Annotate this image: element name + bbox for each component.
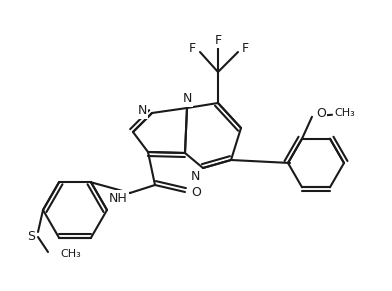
Text: O: O	[191, 185, 201, 198]
Text: CH₃: CH₃	[334, 108, 355, 118]
Text: F: F	[242, 42, 249, 56]
Text: O: O	[316, 107, 326, 120]
Text: S: S	[27, 230, 35, 242]
Text: F: F	[214, 33, 221, 47]
Text: N: N	[138, 104, 147, 118]
Text: F: F	[189, 42, 196, 56]
Text: CH₃: CH₃	[60, 249, 81, 259]
Text: N: N	[191, 171, 200, 184]
Text: N: N	[182, 93, 192, 106]
Text: NH: NH	[109, 191, 128, 205]
